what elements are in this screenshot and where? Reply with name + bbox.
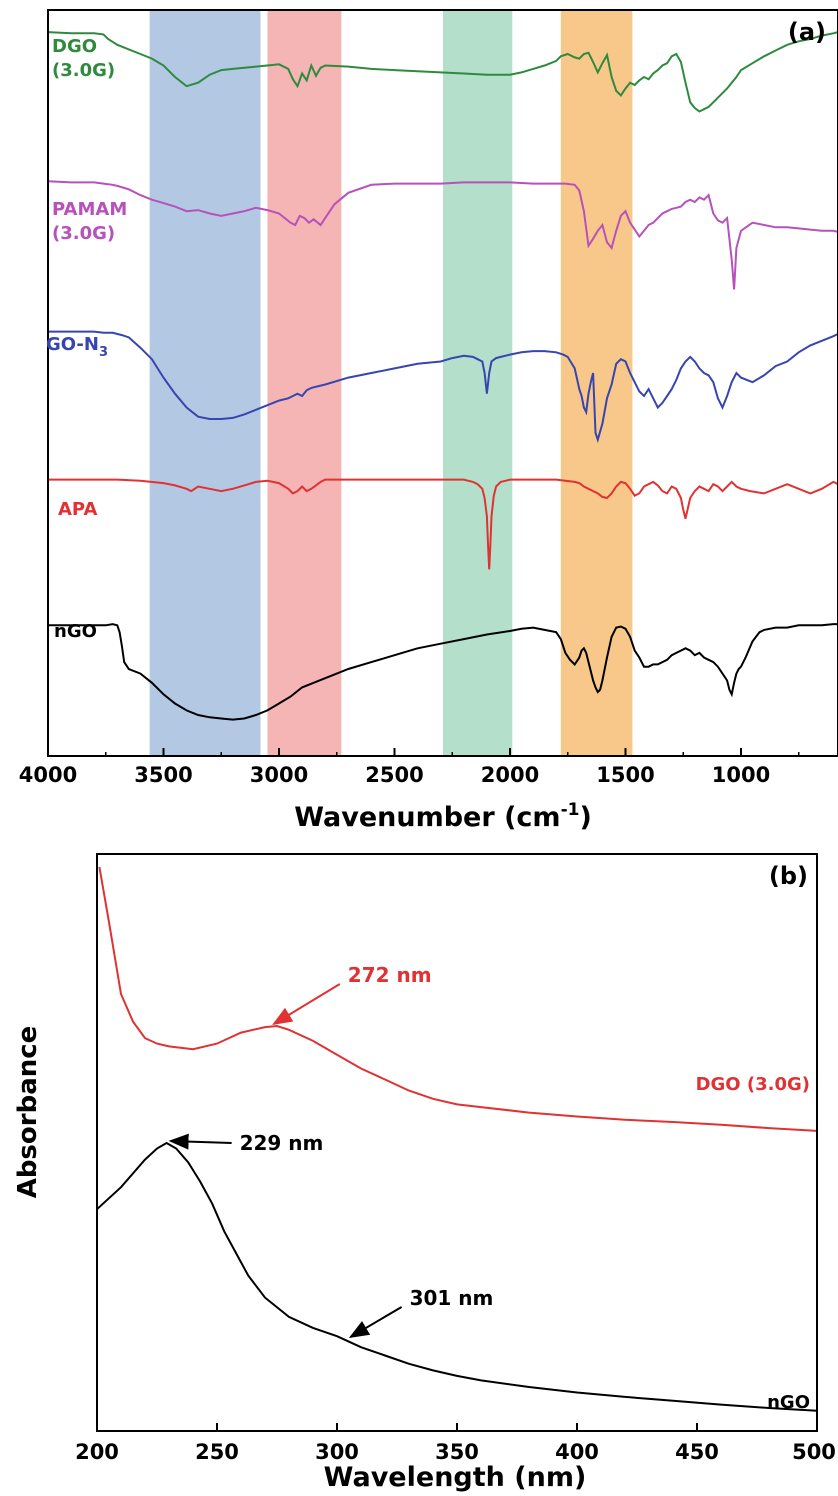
- x-tick-label: 200: [75, 1440, 119, 1464]
- absorption-bands: [149, 10, 633, 756]
- annotation-label-301-nm: 301 nm: [410, 1286, 494, 1310]
- x-label-main: Wavenumber (cm: [294, 802, 560, 833]
- spectrum-dgo: [47, 31, 838, 113]
- panel-a-label: (a): [788, 18, 826, 46]
- series-label-main: nGO: [54, 621, 97, 642]
- series-label-pamam: PAMAM (3.0G): [52, 199, 127, 244]
- ftir-spectra: [47, 31, 838, 721]
- x-tick-label: 3500: [134, 763, 192, 787]
- annotation-arrow: [348, 1306, 403, 1338]
- panel-a-series-labels: DGO (3.0G) PAMAM (3.0G) GO-N3 APA nGO: [46, 36, 127, 642]
- annotation-label-272-nm: 272 nm: [348, 963, 432, 987]
- annotation-arrow: [168, 1133, 232, 1150]
- x-tick-label: 1500: [596, 763, 654, 787]
- panel-b-series-labels: DGO (3.0G) nGO: [696, 1074, 810, 1413]
- spectrum-pamam: [47, 180, 838, 290]
- x-tick-label: 1000: [712, 763, 770, 787]
- x-tick-label: 300: [315, 1440, 359, 1464]
- x-tick-label: 350: [435, 1440, 479, 1464]
- peak-annotations: 272 nm 229 nm 301 nm: [168, 963, 494, 1338]
- panel-b-x-axis-label: Wavelength (nm): [324, 1462, 587, 1493]
- band-4: [560, 10, 633, 756]
- uv-series-label-dgo-3-0g: DGO (3.0G): [696, 1074, 810, 1095]
- panel-b-uvvis-chart: 200 250 300 350 400 450 500 DGO (3.0G) nGO 272 …: [13, 853, 836, 1493]
- panel-a-x-ticks: 4000 3500 3000 2500 2000 1500 1000: [19, 748, 800, 787]
- x-tick-label: 2500: [365, 763, 423, 787]
- x-label-superscript: -1: [561, 800, 580, 820]
- spectrum-ngo: [48, 623, 838, 721]
- series-label-line2: (3.0G): [52, 223, 115, 244]
- uvvis-spectra: [96, 866, 818, 1412]
- x-tick-label: 3000: [250, 763, 308, 787]
- spectrum-go-n3: [48, 330, 838, 444]
- annotation-arrow: [272, 983, 341, 1026]
- x-tick-label: 400: [555, 1440, 599, 1464]
- annotation-label-229-nm: 229 nm: [240, 1131, 324, 1155]
- x-tick-label: 500: [792, 1440, 836, 1464]
- series-label-main: APA: [58, 499, 97, 520]
- x-tick-label: 2000: [481, 763, 539, 787]
- panel-b-label: (b): [769, 862, 808, 890]
- series-label-subscript: 3: [99, 345, 108, 360]
- uv-spectrum-ngo: [96, 1141, 818, 1412]
- x-tick-label: 450: [675, 1440, 719, 1464]
- uv-spectrum-dgo-3-0g: [98, 866, 818, 1132]
- x-tick-label: 4000: [19, 763, 77, 787]
- series-label-go-n3: GO-N3: [46, 334, 108, 360]
- series-label-main: DGO: [52, 36, 97, 57]
- panel-a-x-axis-label: Wavenumber (cm-1): [294, 800, 592, 833]
- panel-a-frame: [47, 9, 838, 757]
- series-label-ngo: nGO: [54, 621, 97, 642]
- series-label-line2: (3.0G): [52, 60, 115, 81]
- series-label-dgo: DGO (3.0G): [52, 36, 115, 81]
- series-label-apa: APA: [58, 499, 97, 520]
- uv-series-label-ngo: nGO: [767, 1392, 810, 1413]
- panel-b-y-axis-label: Absorbance: [13, 1026, 43, 1199]
- x-tick-label: 250: [195, 1440, 239, 1464]
- band-3: [443, 10, 513, 756]
- panel-b-x-ticks: 200 250 300 350 400 450 500: [75, 1423, 836, 1464]
- series-label-main: GO-N: [46, 334, 99, 355]
- x-label-end: ): [579, 802, 591, 833]
- panel-a-ftir-chart: 4000 3500 3000 2500 2000 1500 1000 DGO (3.0G)PA…: [19, 9, 838, 833]
- spectrum-apa: [48, 478, 838, 570]
- series-label-main: PAMAM: [52, 199, 127, 220]
